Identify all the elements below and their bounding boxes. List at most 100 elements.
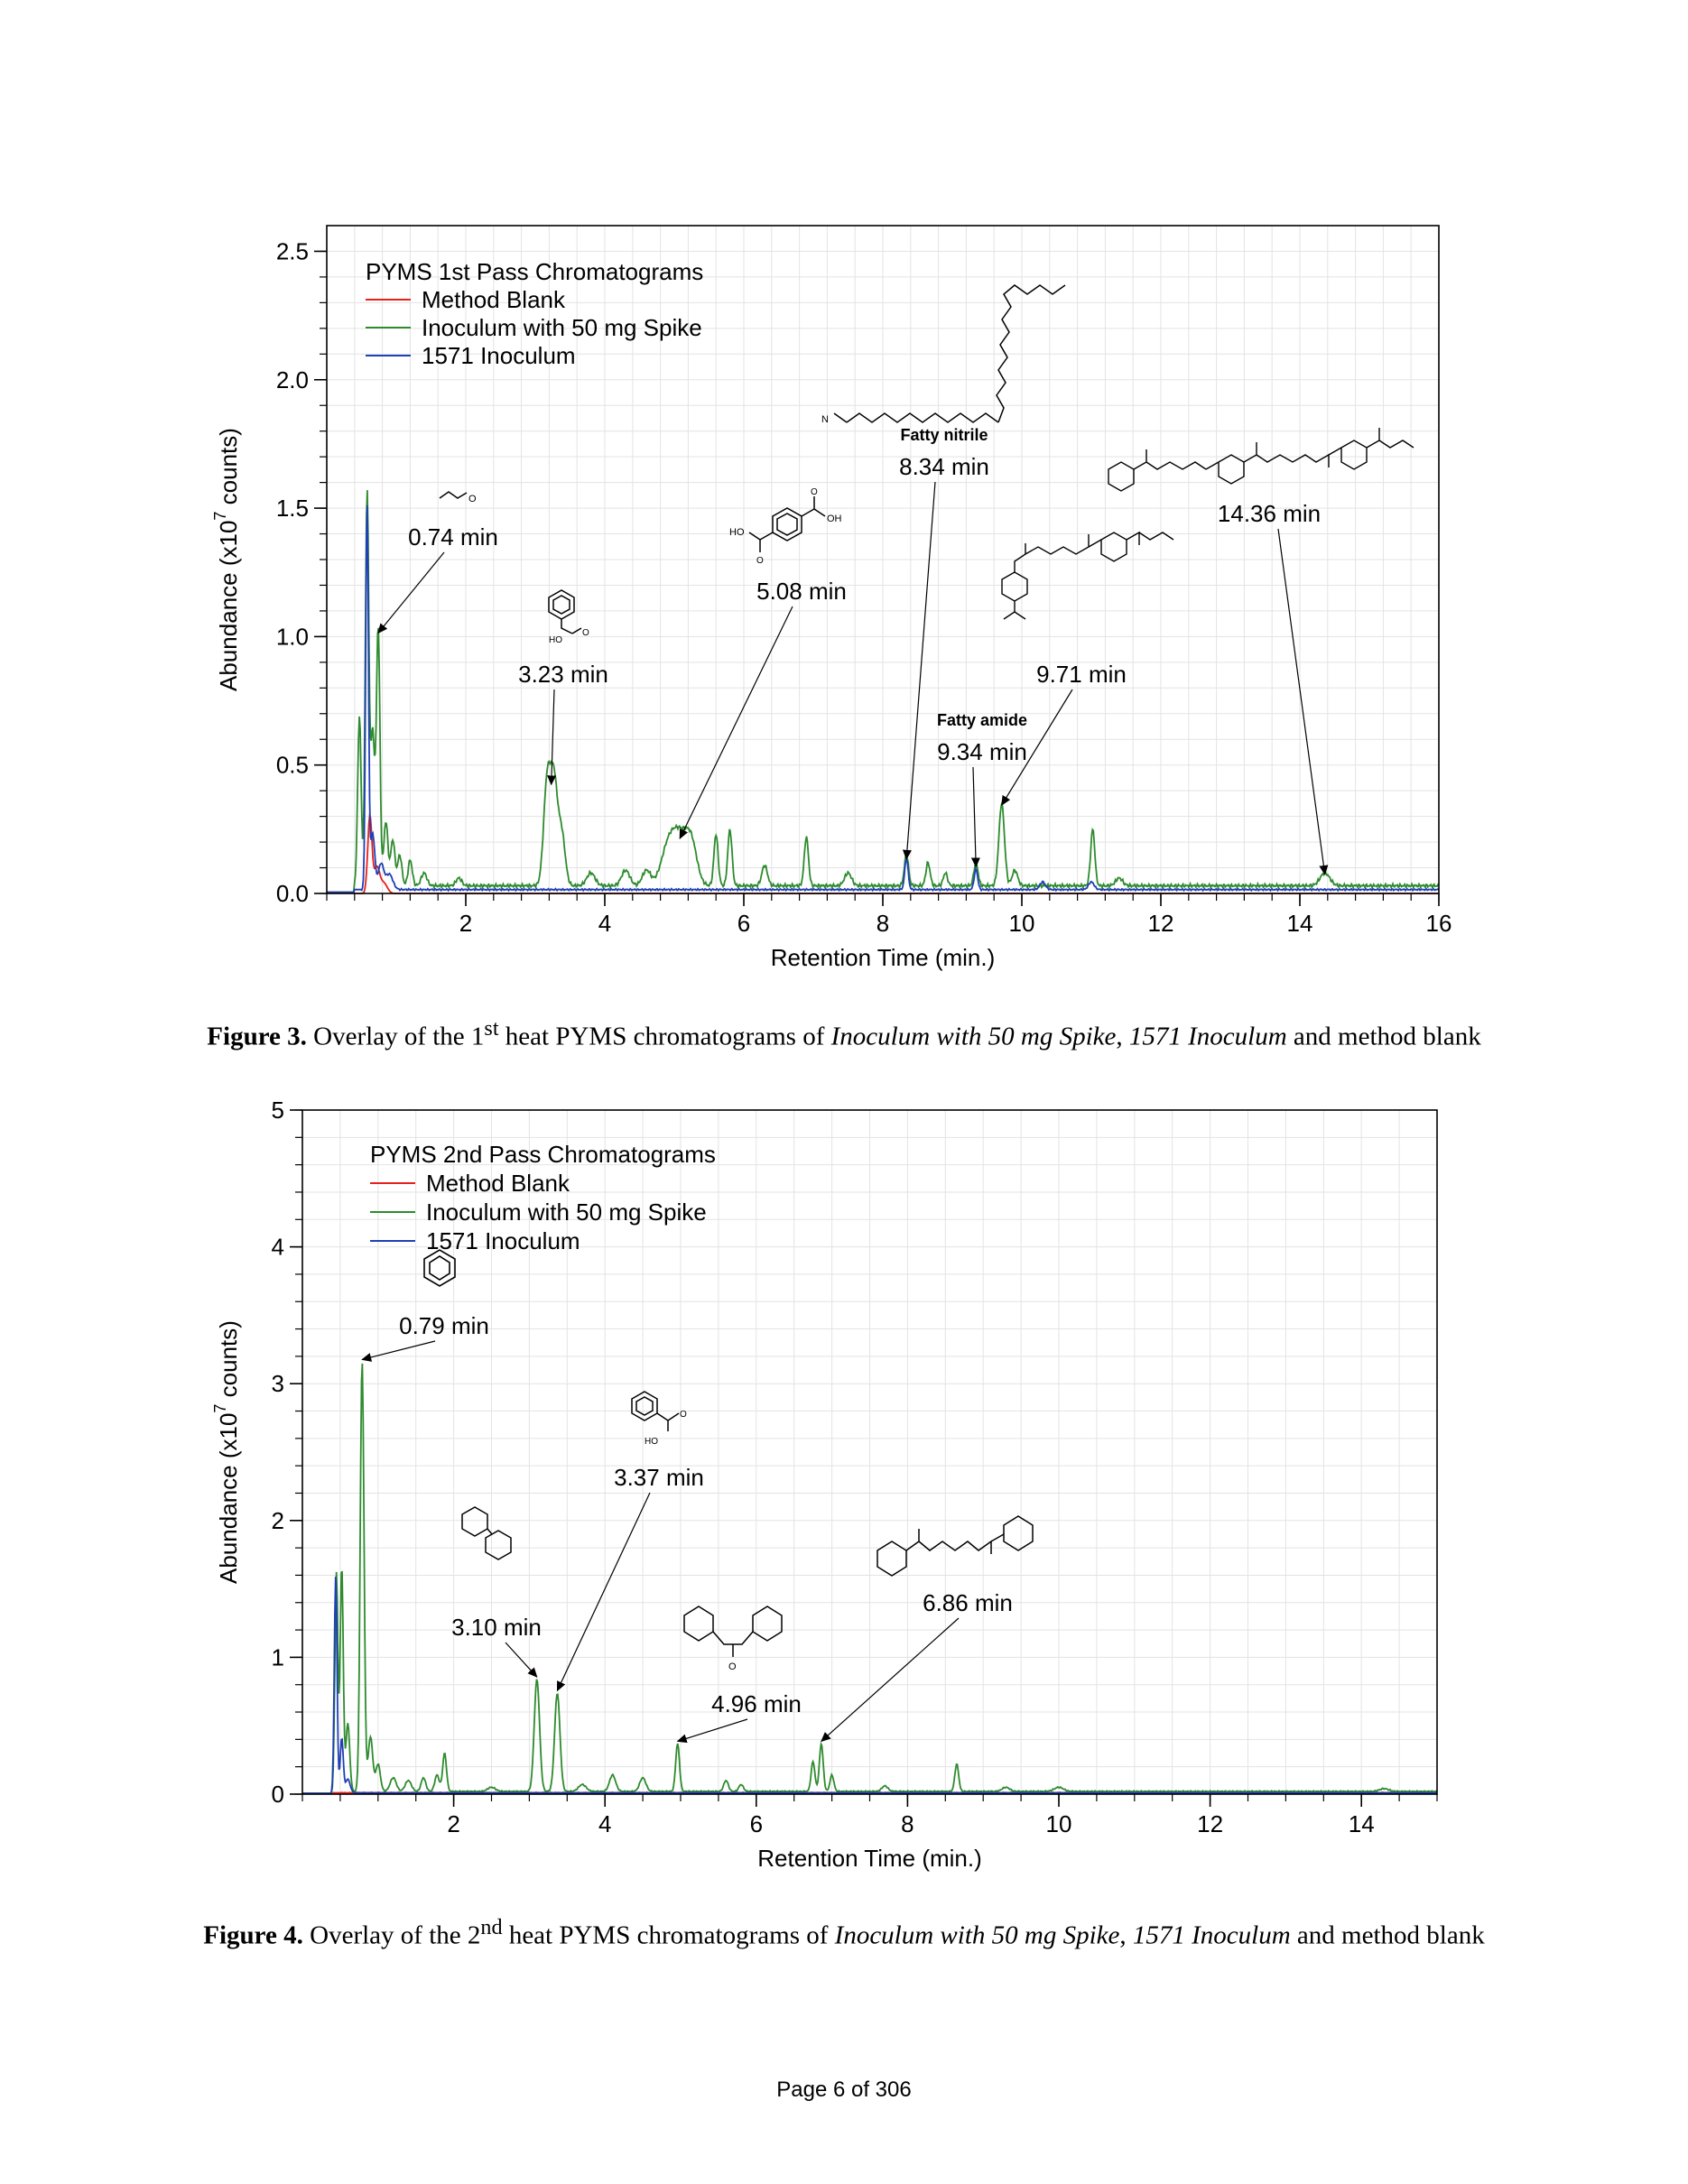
structure-fluorenone: O xyxy=(683,1606,783,1672)
series-layer xyxy=(302,1363,1438,1795)
x-tick-label: 4 xyxy=(598,910,611,937)
y-tick-label: 2 xyxy=(272,1507,284,1534)
chromatogram-1st-pass: 2 4 6 8 10 12 14 16 0.0 0.5 1.0 1.5 2.0 2.5 Retention … xyxy=(211,225,1451,971)
x-tick-label: 6 xyxy=(737,910,750,937)
x-tick-label: 14 xyxy=(1349,1810,1375,1837)
y-tick-label: 2.5 xyxy=(276,237,309,264)
annotation-label: 5.08 min xyxy=(756,578,847,605)
series-line-3 xyxy=(302,1577,1438,1795)
x-axis-label: Retention Time (min.) xyxy=(771,944,996,971)
x-tick-label: 2 xyxy=(447,1810,459,1837)
annotation-compound: Fatty nitrile xyxy=(900,426,988,444)
x-tick-label: 2 xyxy=(459,910,472,937)
y-tick-label: 0 xyxy=(272,1781,284,1808)
structure-acrolein: O xyxy=(439,491,477,504)
structure-terephthalic-acid: OH HO O O xyxy=(729,487,842,566)
annotation-label: 14.36 min xyxy=(1218,500,1321,527)
annotation-arrow xyxy=(547,689,557,786)
caption-italic: 1571 Inoculum xyxy=(1128,1022,1287,1051)
annotation-arrow xyxy=(1277,528,1329,875)
structure-label: O xyxy=(728,1661,737,1672)
figure-4-caption: Figure 4. Overlay of the 2nd heat PYMS c… xyxy=(162,1911,1526,1952)
y-tick-label: 0.5 xyxy=(276,752,309,779)
y-tick-label: 4 xyxy=(272,1234,284,1261)
structure-bhet-oligomer-short xyxy=(1001,531,1174,620)
y-tick-label: 3 xyxy=(272,1370,284,1397)
caption-sup: st xyxy=(484,1016,499,1041)
annotation-arrow xyxy=(361,1340,436,1362)
legend-entry: Inoculum with 50 mg Spike xyxy=(426,1198,707,1226)
structure-label: N xyxy=(821,414,829,425)
y-tick-label: 1.5 xyxy=(276,495,309,522)
x-tick-label: 14 xyxy=(1287,910,1313,937)
annotation-label: 0.79 min xyxy=(399,1312,489,1339)
x-tick-label: 10 xyxy=(1009,910,1035,937)
legend-title: PYMS 1st Pass Chromatograms xyxy=(366,258,703,285)
annotation-label: 9.34 min xyxy=(937,738,1027,765)
annotation-arrow xyxy=(556,1492,651,1692)
caption-text: , xyxy=(1116,1022,1129,1051)
annotation-label: 4.96 min xyxy=(711,1690,802,1717)
x-tick-label: 12 xyxy=(1197,1810,1223,1837)
legend-entry: Inoculum with 50 mg Spike xyxy=(422,314,702,341)
structure-label: OH xyxy=(827,514,842,524)
legend-entry: Method Blank xyxy=(422,286,566,313)
caption-text: , xyxy=(1119,1920,1133,1950)
structure-benzoic-acid-2: HO O xyxy=(631,1391,687,1447)
x-axis-label: Retention Time (min.) xyxy=(757,1845,982,1872)
caption-sup: nd xyxy=(480,1915,503,1939)
x-tick-label: 8 xyxy=(901,1810,914,1837)
y-tick-label: 0.0 xyxy=(276,880,309,907)
structure-label: O xyxy=(680,1410,687,1420)
y-axis-label: Abundance (x107 counts) xyxy=(211,1320,242,1584)
caption-label: Figure 3. xyxy=(207,1022,307,1051)
caption-italic: 1571 Inoculum xyxy=(1132,1920,1291,1950)
y-tick-label: 1.0 xyxy=(276,623,309,650)
structure-label: O xyxy=(468,494,477,504)
axes xyxy=(314,225,1440,906)
annotation-compound: Fatty amide xyxy=(937,711,1027,729)
annotation-label: 3.10 min xyxy=(451,1614,542,1641)
structure-bhet-oligomer-long xyxy=(1108,428,1414,492)
x-tick-label: 6 xyxy=(750,1810,763,1837)
annotation-arrow xyxy=(970,766,980,868)
caption-text: heat PYMS chromatograms of xyxy=(498,1022,831,1051)
page-number: Page 6 of 306 xyxy=(776,2078,912,2102)
y-tick-label: 1 xyxy=(272,1643,284,1670)
plot-grid xyxy=(326,225,1440,894)
annotation-label: 8.34 min xyxy=(899,453,989,480)
caption-text: heat PYMS chromatograms of xyxy=(502,1920,835,1950)
x-tick-label: 12 xyxy=(1148,910,1174,937)
structure-label: HO xyxy=(645,1437,658,1447)
caption-text: Overlay of the 1 xyxy=(306,1022,485,1051)
series-line-3 xyxy=(327,505,1440,893)
structure-label: HO xyxy=(549,635,562,645)
caption-italic: Inoculum with 50 mg Spike xyxy=(834,1920,1120,1950)
annotation-label: 3.37 min xyxy=(614,1464,704,1491)
annotation-label: 0.74 min xyxy=(408,523,498,551)
caption-label: Figure 4. xyxy=(203,1920,303,1950)
structure-dibenzoate xyxy=(876,1515,1034,1577)
figure-3-caption: Figure 3. Overlay of the 1st heat PYMS c… xyxy=(162,1013,1526,1053)
legend-entry: 1571 Inoculum xyxy=(422,342,576,369)
structure-label: HO xyxy=(729,527,745,538)
annotation-label: 6.86 min xyxy=(923,1589,1013,1616)
annotation-arrow xyxy=(679,606,793,839)
annotation-arrow xyxy=(821,1617,960,1743)
structure-biphenyl xyxy=(461,1506,512,1560)
annotation-arrow xyxy=(1001,689,1073,806)
structure-label: O xyxy=(811,487,818,497)
series-line-2 xyxy=(327,490,1440,893)
structure-benzoic-acid-1: HO O xyxy=(548,589,589,645)
y-axis-label: Abundance (x107 counts) xyxy=(211,428,242,691)
x-tick-label: 4 xyxy=(598,1810,611,1837)
series-line-2 xyxy=(302,1363,1438,1795)
caption-text: Overlay of the 2 xyxy=(302,1920,481,1950)
annotation-arrow xyxy=(377,551,445,634)
axes xyxy=(290,1109,1438,1807)
x-tick-label: 10 xyxy=(1046,1810,1072,1837)
